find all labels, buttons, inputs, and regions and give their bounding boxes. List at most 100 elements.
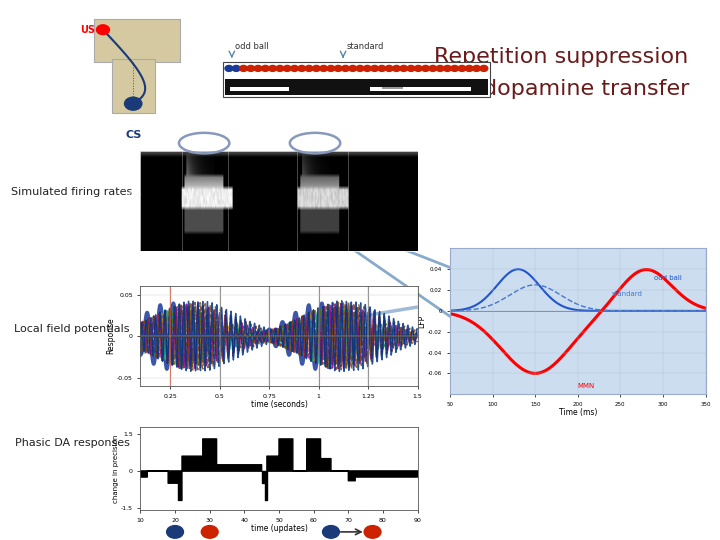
Circle shape [225, 65, 233, 71]
Circle shape [269, 65, 276, 71]
Circle shape [334, 65, 342, 71]
standard [439, 308, 448, 314]
Bar [225, 79, 488, 94]
Text: odd ball: odd ball [654, 274, 683, 281]
Text: CS: CS [125, 130, 141, 140]
Text: Simulated firing rates: Simulated firing rates [12, 187, 132, 197]
Circle shape [341, 65, 349, 71]
Circle shape [125, 97, 142, 110]
MMN [619, 282, 628, 288]
Circle shape [305, 65, 313, 71]
X-axis label: time (updates): time (updates) [251, 524, 307, 534]
odd ball [621, 308, 629, 314]
standard [619, 308, 628, 314]
Circle shape [400, 65, 408, 71]
MMN [500, 349, 509, 356]
Circle shape [385, 65, 393, 71]
Circle shape [96, 25, 109, 35]
Line: MMN: MMN [408, 269, 706, 373]
Circle shape [429, 65, 437, 71]
Text: US: US [80, 25, 95, 35]
FancyBboxPatch shape [94, 19, 180, 62]
Circle shape [480, 65, 488, 71]
Circle shape [240, 65, 248, 71]
Circle shape [414, 65, 422, 71]
Circle shape [364, 65, 372, 71]
Circle shape [166, 525, 184, 538]
standard [500, 295, 509, 301]
Circle shape [202, 525, 218, 538]
standard [531, 282, 539, 288]
standard [621, 308, 629, 314]
X-axis label: Time (ms): Time (ms) [559, 408, 597, 417]
Text: Phasic DA responses: Phasic DA responses [14, 438, 130, 448]
Circle shape [436, 65, 444, 71]
Circle shape [378, 65, 386, 71]
Text: Local field potentials: Local field potentials [14, 325, 130, 334]
Circle shape [291, 65, 299, 71]
Circle shape [465, 65, 473, 71]
Circle shape [371, 65, 379, 71]
standard [591, 306, 600, 313]
Circle shape [348, 65, 356, 71]
odd ball [591, 308, 600, 314]
MMN [403, 308, 412, 314]
standard [403, 308, 412, 314]
MMN [439, 309, 448, 316]
FancyBboxPatch shape [112, 59, 155, 113]
Circle shape [312, 65, 320, 71]
Circle shape [451, 65, 459, 71]
Y-axis label: unit: unit [114, 193, 123, 209]
Circle shape [458, 65, 466, 71]
Circle shape [327, 65, 335, 71]
MMN [701, 305, 710, 312]
Text: standard: standard [347, 42, 384, 51]
Text: Repetition suppression: Repetition suppression [434, 46, 689, 67]
MMN [591, 314, 600, 321]
Circle shape [261, 65, 269, 71]
odd ball [701, 308, 710, 314]
MMN [531, 370, 539, 376]
Circle shape [247, 65, 255, 71]
Bar [382, 87, 403, 90]
Text: odd ball: odd ball [235, 42, 269, 51]
standard [521, 284, 530, 290]
Y-axis label: change in precision: change in precision [113, 434, 120, 503]
Text: Difference waveform (MMN): Difference waveform (MMN) [503, 252, 649, 261]
Bar [230, 87, 289, 91]
Bar [370, 87, 471, 91]
Circle shape [276, 65, 284, 71]
Line: standard: standard [408, 285, 706, 311]
Circle shape [364, 525, 381, 538]
Text: MMN: MMN [577, 383, 595, 389]
Bar [223, 62, 490, 97]
odd ball [403, 308, 412, 314]
Circle shape [254, 65, 262, 71]
Circle shape [298, 65, 306, 71]
odd ball [513, 266, 522, 273]
odd ball [619, 308, 628, 314]
Circle shape [392, 65, 400, 71]
Circle shape [233, 65, 240, 71]
Y-axis label: Response: Response [107, 318, 115, 354]
odd ball [522, 269, 531, 275]
MMN [642, 266, 651, 273]
odd ball [439, 308, 448, 314]
MMN [521, 368, 530, 374]
Circle shape [356, 65, 364, 71]
Circle shape [320, 65, 328, 71]
standard [701, 308, 710, 314]
Circle shape [444, 65, 451, 71]
Circle shape [283, 65, 291, 71]
X-axis label: time (seconds): time (seconds) [251, 400, 307, 409]
Text: and dopamine transfer: and dopamine transfer [434, 79, 689, 99]
Circle shape [472, 65, 480, 71]
Line: odd ball: odd ball [408, 269, 706, 311]
Circle shape [407, 65, 415, 71]
MMN [621, 280, 629, 286]
Y-axis label: LFP: LFP [418, 315, 427, 328]
Circle shape [323, 525, 339, 538]
Circle shape [422, 65, 430, 71]
odd ball [500, 274, 509, 280]
Text: standard: standard [612, 291, 643, 297]
